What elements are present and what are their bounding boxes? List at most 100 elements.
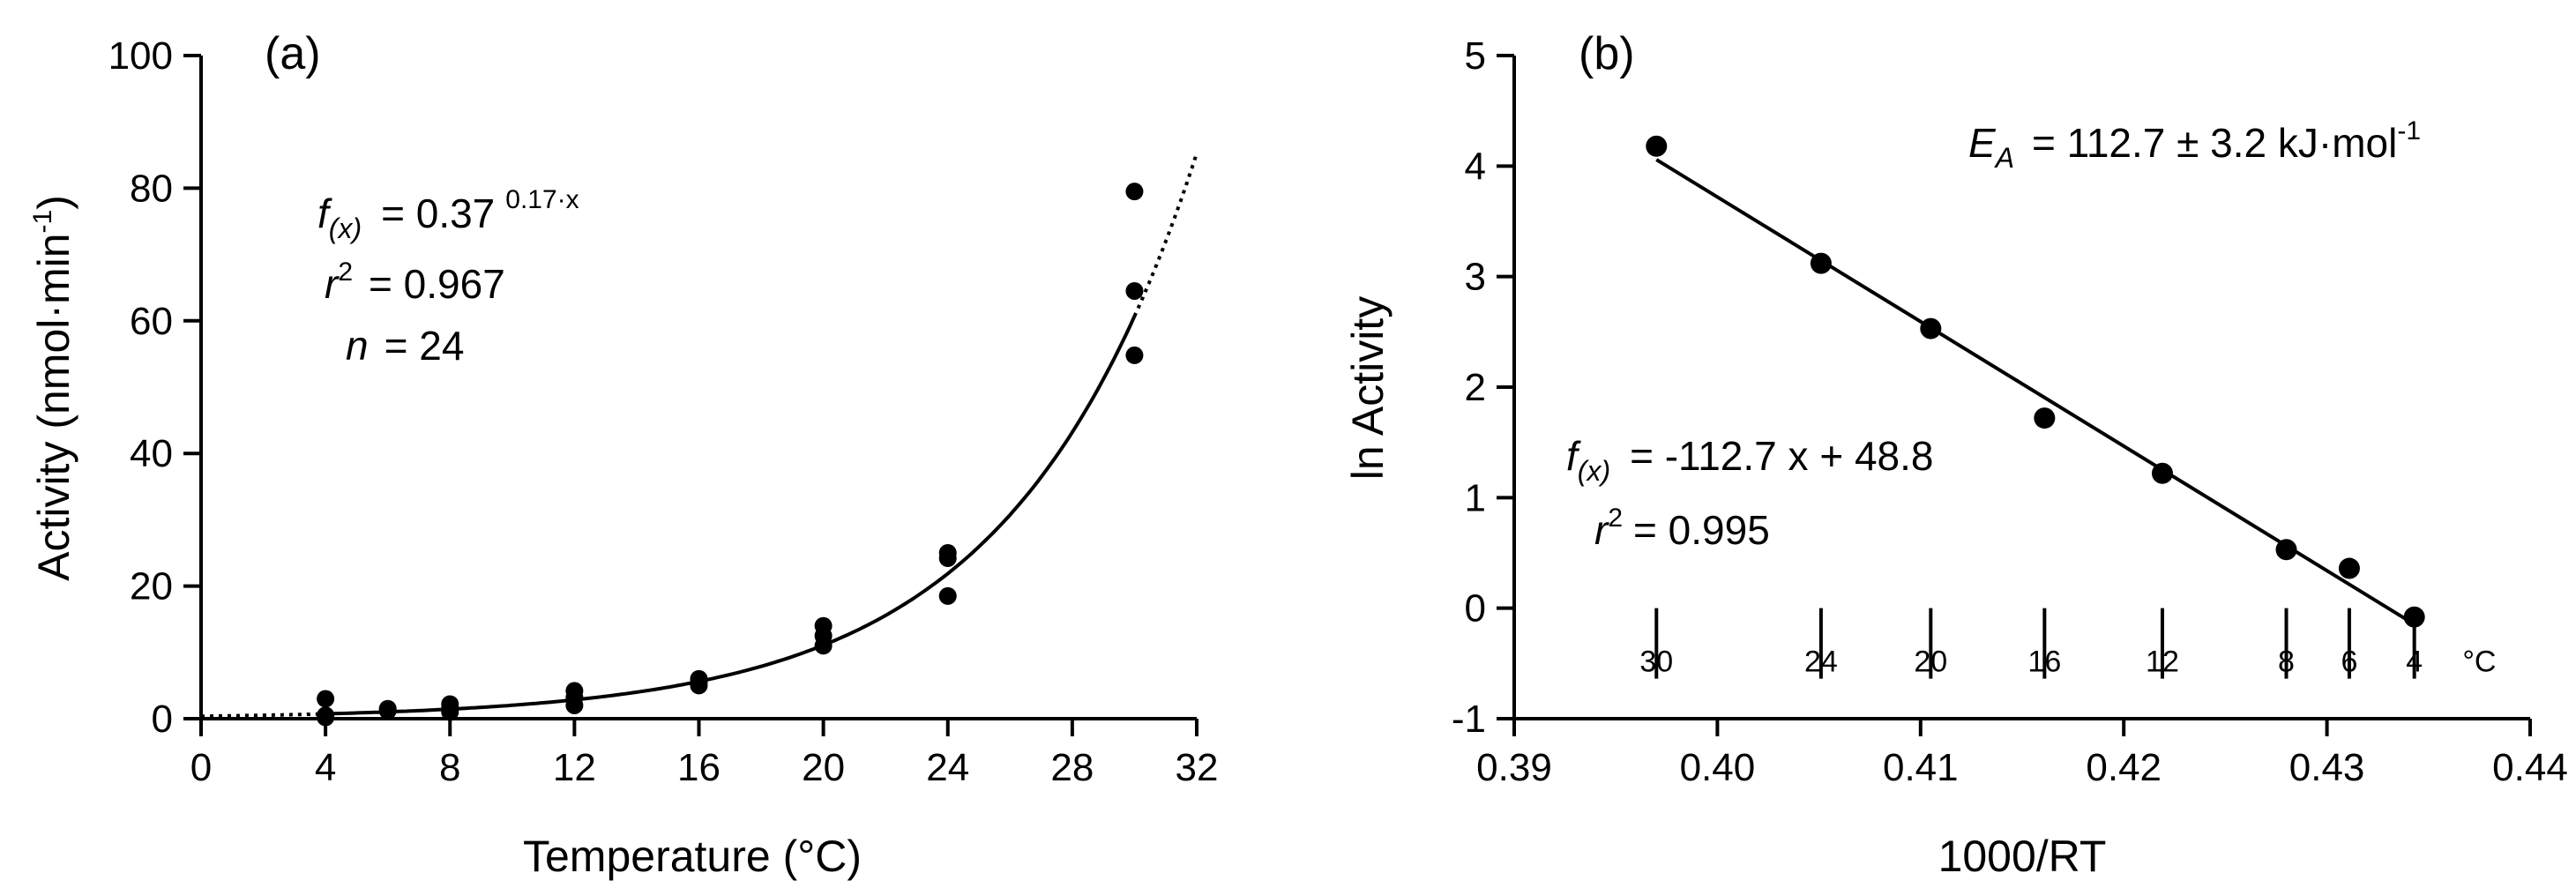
panel-a-point (378, 701, 397, 720)
panel-a-point (1125, 281, 1144, 300)
panel-b-y-tick-label: -1 (1452, 698, 1486, 741)
panel-a-x-tick-label: 28 (1050, 746, 1094, 789)
panel-a-eq-text: = 0.37 (381, 190, 495, 236)
panel-a-ticks: 0 4 8 12 16 20 24 28 32 0 20 40 60 80 100 (108, 34, 1219, 789)
panel-b-x-tick-label: 0.40 (1680, 746, 1756, 789)
panel-b-x-label: 1000/RT (1938, 832, 2107, 881)
panel-a: (a) 0 4 8 12 16 20 24 28 32 0 20 40 60 80 100 Temperat… (28, 28, 1218, 881)
panel-b-temp-label: 24 (1804, 645, 1838, 679)
panel-b-ticks: 0.39 0.40 0.41 0.42 0.43 0.44 -1 0 12 3 4 5 (1452, 34, 2568, 789)
panel-a-point (565, 696, 584, 714)
panel-a-y-tick-label: 60 (130, 300, 173, 343)
panel-b-temperature-axis: 30 24 20 16 12 8 6 4 °C (1639, 608, 2496, 679)
panel-b-point (1920, 317, 1942, 340)
panel-a-x-tick-label: 0 (190, 746, 212, 789)
panel-a-n-text: = 24 (385, 323, 465, 369)
panel-b-temp-unit: °C (2462, 645, 2496, 679)
panel-b-eq-sub: (x) (1578, 455, 1610, 487)
panel-b-y-label: ln Activity (1343, 296, 1393, 480)
panel-b-y-tick-label: 4 (1465, 145, 1486, 188)
panel-a-point (441, 703, 459, 721)
panel-a-eq-f: f (317, 190, 332, 236)
panel-a-y-tick-label: 0 (152, 698, 173, 741)
panel-b-temp-label: 4 (2406, 645, 2423, 679)
panel-a-x-tick-label: 12 (553, 746, 596, 789)
panel-b-temp-label: 20 (1914, 645, 1947, 679)
panel-b-point (2275, 539, 2297, 561)
panel-a-point (814, 637, 833, 655)
panel-a-y-label-close: ) (29, 195, 78, 210)
panel-a-n: n = 24 (346, 323, 464, 369)
panel-a-x-tick-label: 8 (439, 746, 460, 789)
panel-a-fit-extrapolation (201, 712, 326, 719)
panel-b-y-tick-label: 0 (1465, 587, 1486, 631)
panel-b-equation: f(x) = -112.7 x + 48.8 (1566, 433, 1934, 487)
panel-a-point (938, 549, 957, 568)
panel-b-point (2338, 557, 2360, 579)
panel-b-temp-label: 6 (2341, 645, 2357, 679)
panel-b-x-tick-label: 0.39 (1476, 746, 1552, 789)
panel-a-r-sup: 2 (338, 257, 353, 287)
panel-b-r-sup: 2 (1608, 504, 1623, 533)
panel-b-eq-f: f (1566, 433, 1581, 479)
panel-a-point (317, 690, 335, 708)
panel-a-r-label: r (325, 261, 340, 307)
panel-a-x-tick-label: 4 (315, 746, 336, 789)
panel-a-y-tick-label: 80 (130, 167, 173, 210)
panel-b-point (2034, 407, 2056, 429)
panel-b-ea-sub: A (1994, 142, 2014, 174)
panel-a-y-label: Activity (nmol·min-1) (28, 195, 78, 581)
panel-a-point (317, 708, 335, 727)
panel-a-x-tick-label: 16 (677, 746, 721, 789)
panel-a-x-tick-label: 20 (802, 746, 845, 789)
panel-a-point (1125, 183, 1144, 201)
panel-a-eq-sub: (x) (329, 213, 362, 244)
panel-b-point (2403, 606, 2425, 628)
panel-b-point (2151, 462, 2173, 484)
panel-b-x-tick-label: 0.42 (2086, 746, 2162, 789)
panel-a-r-text: = 0.967 (369, 261, 505, 307)
panel-a-point (690, 676, 708, 695)
panel-a-fit (201, 153, 1198, 719)
panel-b-point (1810, 252, 1832, 274)
panel-b-points (1646, 135, 2425, 628)
panel-b-temp-label: 30 (1639, 645, 1673, 679)
panel-b-temp-label: 12 (2146, 645, 2179, 679)
panel-b-r-label: r (1594, 507, 1609, 553)
panel-a-fit-extrapolation (1132, 153, 1198, 317)
panel-b-r-text: = 0.995 (1633, 507, 1770, 553)
panel-b-temp-label: 16 (2027, 645, 2061, 679)
panel-b-x-tick-label: 0.43 (2289, 746, 2365, 789)
panel-b-y-tick-label: 5 (1465, 34, 1486, 78)
panel-a-y-label-text: Activity (nmol·min (29, 233, 78, 580)
panel-b-ea-sup: -1 (2397, 116, 2421, 146)
panel-a-y-tick-label: 20 (130, 565, 173, 608)
panel-b-y-tick-label: 2 (1465, 366, 1486, 409)
panel-a-eq-sup: 0.17·x (505, 185, 579, 214)
panel-b-x-tick-label: 0.44 (2492, 746, 2568, 789)
panel-b-x-tick-label: 0.41 (1883, 746, 1959, 789)
panel-a-point (1125, 346, 1144, 364)
panel-a-r2: r2 = 0.967 (325, 257, 505, 307)
panel-b-ea-label: E (1968, 120, 1997, 166)
panel-b-r2: r2 = 0.995 (1594, 504, 1770, 553)
panel-b-eq-text: = -112.7 x + 48.8 (1630, 433, 1933, 479)
panel-a-n-label: n (346, 323, 369, 369)
panel-a-point (938, 586, 957, 605)
panel-b-temp-label: 8 (2278, 645, 2295, 679)
panel-b-point (1646, 135, 1668, 157)
panel-b-y-tick-label: 3 (1465, 256, 1486, 299)
panel-a-x-label: Temperature (°C) (523, 832, 862, 881)
panel-a-y-tick-label: 100 (108, 34, 173, 78)
panel-a-fit-curve (325, 315, 1137, 716)
panel-a-equation: f(x) = 0.37 0.17·x (317, 185, 579, 244)
panel-b-ea-text: = 112.7 ± 3.2 kJ·mol (2032, 120, 2397, 166)
panel-a-x-tick-label: 32 (1176, 746, 1219, 789)
panel-a-y-label-sup: -1 (28, 210, 57, 234)
panel-b-fit (1655, 158, 2415, 626)
panel-a-x-tick-label: 24 (926, 746, 969, 789)
panel-a-points (317, 183, 1144, 727)
panel-b-fit-line (1655, 158, 2415, 626)
